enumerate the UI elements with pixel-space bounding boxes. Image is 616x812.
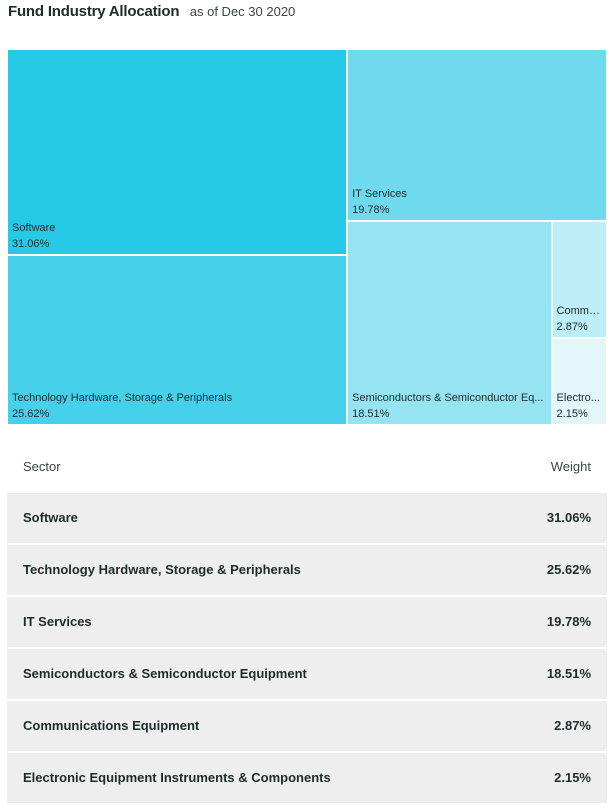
- sector-name: Electronic Equipment Instruments & Compo…: [23, 770, 331, 785]
- table-row: Semiconductors & Semiconductor Equipment…: [7, 649, 607, 699]
- treemap-tile[interactable]: Software 31.06%: [7, 49, 348, 256]
- tile-label: Technology Hardware, Storage & Periphera…: [12, 390, 342, 422]
- tile-value: 2.87%: [556, 320, 588, 333]
- sector-weight: 31.06%: [546, 510, 591, 525]
- sector-weight: 19.78%: [546, 614, 591, 629]
- tile-name: Commu...: [556, 304, 602, 317]
- tile-label: Semiconductors & Semiconductor Eq... 18.5…: [352, 390, 546, 422]
- sector-name: Communications Equipment: [23, 718, 200, 733]
- treemap-tile[interactable]: IT Services 19.78%: [347, 49, 607, 221]
- treemap-tile[interactable]: Technology Hardware, Storage & Periphera…: [7, 255, 348, 425]
- tile-label: Electro... 2.15%: [557, 390, 602, 422]
- sector-weight: 2.15%: [554, 770, 591, 785]
- tile-value: 31.06%: [12, 238, 50, 251]
- sector-weight: 18.51%: [546, 666, 591, 681]
- allocation-table: Sector Weight Software 31.06% Technology H…: [7, 441, 607, 805]
- table-body: Software 31.06% Technology Hardware, Stora…: [7, 493, 607, 803]
- tile-label: Commu... 2.87%: [557, 303, 602, 335]
- sector-weight: 2.87%: [554, 718, 591, 733]
- sector-name: IT Services: [23, 614, 92, 629]
- table-header: Sector Weight: [7, 441, 607, 493]
- table-row: Communications Equipment 2.87%: [7, 701, 607, 751]
- sector-name: Technology Hardware, Storage & Periphera…: [23, 562, 301, 577]
- tile-name: Semiconductors & Semiconductor Eq...: [352, 391, 544, 404]
- column-header-sector: Sector: [23, 459, 61, 474]
- chart-header: Fund Industry Allocation as of Dec 30 20…: [8, 3, 295, 23]
- tile-label: Software 31.06%: [12, 220, 342, 252]
- sector-weight: 25.62%: [546, 562, 591, 577]
- tile-value: 2.15%: [556, 407, 588, 420]
- treemap-tile[interactable]: Electro... 2.15%: [551, 337, 607, 425]
- tile-value: 18.51%: [352, 407, 390, 420]
- column-header-weight: Weight: [550, 459, 591, 474]
- treemap-tile[interactable]: Semiconductors & Semiconductor Eq... 18.5…: [347, 220, 552, 425]
- tile-value: 19.78%: [352, 203, 390, 216]
- sector-name: Software: [23, 510, 78, 525]
- table-row: Technology Hardware, Storage & Periphera…: [7, 545, 607, 595]
- tile-name: Software: [12, 222, 56, 235]
- table-row: Electronic Equipment Instruments & Compo…: [7, 753, 607, 803]
- treemap-tile[interactable]: Commu... 2.87%: [551, 220, 607, 338]
- treemap-chart: Software 31.06% Technology Hardware, Stora…: [7, 49, 607, 425]
- table-row: Software 31.06%: [7, 493, 607, 543]
- table-row: IT Services 19.78%: [7, 597, 607, 647]
- as-of-date: as of Dec 30 2020: [189, 4, 296, 19]
- tile-name: Technology Hardware, Storage & Periphera…: [12, 391, 233, 404]
- tile-name: Electro...: [556, 391, 600, 404]
- tile-label: IT Services 19.78%: [352, 186, 602, 218]
- chart-title: Fund Industry Allocation: [8, 3, 180, 20]
- tile-value: 25.62%: [12, 407, 50, 420]
- sector-name: Semiconductors & Semiconductor Equipment: [23, 666, 307, 681]
- tile-name: IT Services: [352, 187, 407, 200]
